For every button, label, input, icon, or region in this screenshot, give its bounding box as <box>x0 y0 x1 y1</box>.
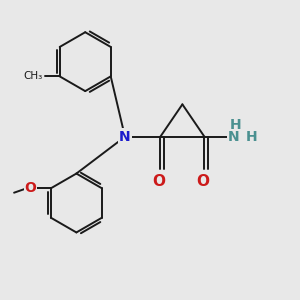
Text: N: N <box>119 130 131 144</box>
Text: H: H <box>230 118 241 132</box>
Text: O: O <box>196 174 209 189</box>
Text: N: N <box>228 130 240 144</box>
Text: CH₃: CH₃ <box>23 71 43 81</box>
Text: O: O <box>152 174 165 189</box>
Text: H: H <box>246 130 257 144</box>
Text: O: O <box>24 181 36 195</box>
